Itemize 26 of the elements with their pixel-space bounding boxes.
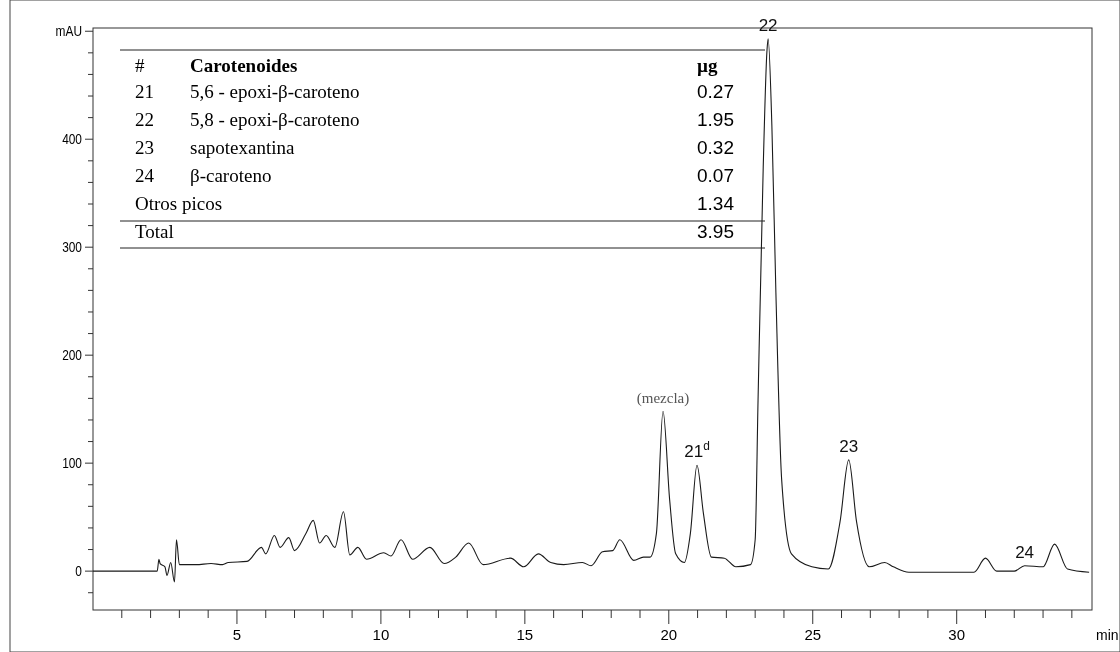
text: # Carotenoides µg: [135, 55, 718, 76]
text: 21 5,6 - epoxi-β-caroteno 0.27: [135, 81, 734, 102]
text: 22 5,8 - epoxi-β-caroteno 1.95: [135, 109, 734, 130]
x-tick-label: 30: [948, 626, 966, 643]
x-tick-label: 25: [804, 626, 822, 643]
text: Otros picos 1.34: [135, 193, 734, 214]
annotation: 24: [1015, 542, 1035, 562]
text: Total 3.95: [135, 221, 734, 242]
annotation: (mezcla): [636, 390, 690, 408]
annotation: 22: [758, 15, 778, 35]
x-axis-title: min: [1096, 627, 1119, 643]
y-tick-label: mAU: [55, 23, 82, 40]
text: 23 sapotexantina 0.32: [135, 137, 734, 158]
y-tick-label: 300: [62, 239, 82, 256]
line-series: [92, 38, 1090, 583]
text: 24 β-caroteno 0.07: [135, 165, 734, 186]
annotation: 21$^{d}$: [684, 439, 710, 462]
annotation: 23: [839, 436, 859, 456]
y-tick-label: 400: [62, 131, 82, 148]
y-tick-label: 200: [62, 347, 82, 364]
x-tick-label: 5: [232, 626, 242, 643]
x-tick-label: 20: [660, 626, 678, 643]
x-tick-label: 15: [516, 626, 534, 643]
y-tick-label: 100: [62, 455, 82, 472]
y-tick-label: 0: [75, 563, 82, 580]
x-tick-label: 10: [372, 626, 390, 643]
